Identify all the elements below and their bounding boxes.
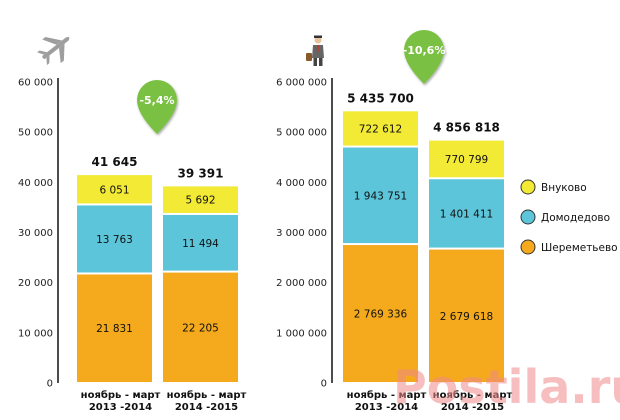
legend-label: Внуково <box>541 182 587 194</box>
y-tick-label: 4 000 000 <box>276 178 327 189</box>
legend-item: Домодедово <box>520 209 610 225</box>
y-tick-label: 30 000 <box>18 228 53 239</box>
total-label: 39 391 <box>178 166 224 180</box>
category-label: 2014 -2015 <box>441 402 504 413</box>
category-label: ноябрь - март <box>167 389 247 401</box>
watermark: Postila.ru <box>393 360 620 414</box>
change-bubble-shape <box>137 80 177 134</box>
category-label: ноябрь - март <box>347 389 427 401</box>
change-bubble-shape <box>404 30 444 84</box>
data-label: 1 401 411 <box>440 208 493 220</box>
y-tick-label: 3 000 000 <box>276 228 327 239</box>
airplane-icon <box>37 37 70 66</box>
total-label: 5 435 700 <box>347 91 414 105</box>
y-tick-label: 2 000 000 <box>276 278 327 289</box>
y-tick-label: 60 000 <box>18 78 53 89</box>
bar-segment <box>343 147 418 244</box>
bar-segment <box>77 274 152 382</box>
legend-label: Шереметьево <box>541 242 618 254</box>
bar-segment <box>429 140 504 178</box>
businessman-icon <box>306 35 324 66</box>
total-label: 4 856 818 <box>433 121 500 135</box>
bar-segment <box>77 205 152 273</box>
legend-item: Шереметьево <box>520 239 618 255</box>
data-label: 21 831 <box>96 323 133 335</box>
data-label: 11 494 <box>182 238 219 250</box>
y-tick-label: 0 <box>47 379 53 390</box>
data-label: 6 051 <box>99 184 129 196</box>
y-tick-label: 20 000 <box>18 278 53 289</box>
bar-segment <box>163 186 238 213</box>
y-tick-label: 6 000 000 <box>276 78 327 89</box>
y-tick-label: 50 000 <box>18 128 53 139</box>
category-label: 2013 -2014 <box>89 402 152 413</box>
y-tick-label: 0 <box>321 379 327 390</box>
data-label: 770 799 <box>445 154 488 166</box>
y-tick-label: 5 000 000 <box>276 128 327 139</box>
total-label: 41 645 <box>92 155 138 169</box>
legend-item: Внуково <box>520 179 587 195</box>
bar-segment <box>163 272 238 382</box>
data-label: 13 763 <box>96 234 133 246</box>
legend-label: Домодедово <box>541 212 610 224</box>
bar-segment <box>343 245 418 382</box>
legend-swatch <box>520 209 536 225</box>
data-label: 22 205 <box>182 322 219 334</box>
change-label: -10,6% <box>403 44 446 57</box>
bar-segment <box>429 179 504 248</box>
data-label: 5 692 <box>185 195 215 207</box>
bar-segment <box>77 175 152 204</box>
y-tick-label: 1 000 000 <box>276 328 327 339</box>
category-label: 2014 -2015 <box>175 402 238 413</box>
change-label: -5,4% <box>139 94 174 107</box>
data-label: 2 769 336 <box>354 309 408 321</box>
data-label: 2 679 618 <box>440 311 493 323</box>
category-label: ноябрь - март <box>433 389 513 401</box>
data-label: 722 612 <box>359 123 402 135</box>
bar-segment <box>429 249 504 382</box>
change-bubble: -10,6% <box>403 30 446 84</box>
change-bubble: -5,4% <box>137 80 177 134</box>
category-label: 2013 -2014 <box>355 402 418 413</box>
bar-segment <box>343 111 418 146</box>
y-tick-label: 10 000 <box>18 328 53 339</box>
data-label: 1 943 751 <box>354 190 407 202</box>
y-tick-label: 40 000 <box>18 178 53 189</box>
legend-swatch <box>520 239 536 255</box>
bar-segment <box>163 214 238 271</box>
legend-swatch <box>520 179 536 195</box>
category-label: ноябрь - март <box>81 389 161 401</box>
